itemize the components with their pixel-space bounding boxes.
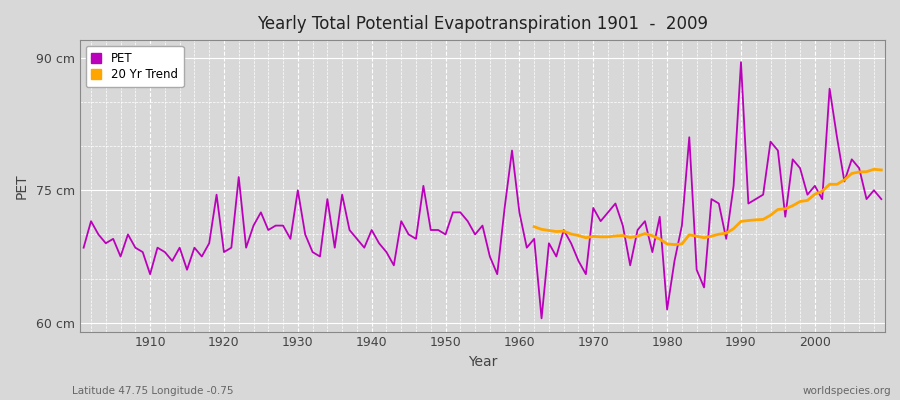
PET — [300, 232, 310, 237]
20 Yr Trend — [625, 235, 635, 240]
20 Yr Trend — [706, 234, 716, 238]
20 Yr Trend — [780, 206, 791, 211]
20 Yr Trend — [714, 232, 724, 237]
20 Yr Trend — [558, 229, 569, 234]
20 Yr Trend — [861, 169, 872, 174]
20 Yr Trend — [809, 192, 820, 197]
20 Yr Trend — [832, 182, 842, 187]
20 Yr Trend — [684, 232, 695, 237]
20 Yr Trend — [662, 242, 672, 246]
20 Yr Trend — [536, 227, 547, 232]
20 Yr Trend — [772, 207, 783, 212]
Line: 20 Yr Trend: 20 Yr Trend — [535, 169, 881, 244]
20 Yr Trend — [839, 178, 850, 182]
20 Yr Trend — [551, 229, 562, 234]
20 Yr Trend — [580, 235, 591, 240]
20 Yr Trend — [868, 167, 879, 172]
20 Yr Trend — [588, 234, 598, 239]
20 Yr Trend — [802, 198, 813, 203]
20 Yr Trend — [610, 234, 621, 238]
20 Yr Trend — [647, 233, 658, 238]
20 Yr Trend — [617, 233, 628, 238]
X-axis label: Year: Year — [468, 355, 497, 369]
20 Yr Trend — [846, 171, 857, 176]
PET — [138, 250, 148, 254]
20 Yr Trend — [876, 168, 886, 172]
20 Yr Trend — [691, 234, 702, 238]
20 Yr Trend — [743, 218, 754, 223]
20 Yr Trend — [595, 234, 606, 239]
PET — [876, 197, 886, 202]
Legend: PET, 20 Yr Trend: PET, 20 Yr Trend — [86, 46, 184, 87]
PET — [344, 228, 355, 232]
20 Yr Trend — [654, 237, 665, 242]
20 Yr Trend — [677, 242, 688, 246]
Title: Yearly Total Potential Evapotranspiration 1901  -  2009: Yearly Total Potential Evapotranspiratio… — [257, 15, 708, 33]
20 Yr Trend — [824, 182, 835, 187]
PET — [514, 210, 525, 215]
20 Yr Trend — [544, 228, 554, 233]
20 Yr Trend — [758, 217, 769, 222]
PET — [78, 245, 89, 250]
PET — [507, 148, 517, 153]
20 Yr Trend — [728, 226, 739, 231]
20 Yr Trend — [632, 234, 643, 238]
20 Yr Trend — [669, 242, 680, 247]
PET — [610, 201, 621, 206]
20 Yr Trend — [721, 231, 732, 236]
20 Yr Trend — [640, 231, 651, 236]
20 Yr Trend — [566, 232, 577, 236]
20 Yr Trend — [735, 219, 746, 224]
20 Yr Trend — [788, 203, 798, 208]
PET — [735, 60, 746, 64]
20 Yr Trend — [698, 235, 709, 240]
20 Yr Trend — [854, 170, 865, 174]
20 Yr Trend — [603, 234, 614, 239]
20 Yr Trend — [529, 224, 540, 229]
Y-axis label: PET: PET — [15, 173, 29, 199]
Line: PET: PET — [84, 62, 881, 318]
Text: worldspecies.org: worldspecies.org — [803, 386, 891, 396]
PET — [536, 316, 547, 321]
20 Yr Trend — [765, 213, 776, 218]
20 Yr Trend — [817, 189, 828, 194]
Text: Latitude 47.75 Longitude -0.75: Latitude 47.75 Longitude -0.75 — [72, 386, 233, 396]
20 Yr Trend — [795, 199, 806, 204]
20 Yr Trend — [573, 233, 584, 238]
20 Yr Trend — [751, 218, 761, 222]
